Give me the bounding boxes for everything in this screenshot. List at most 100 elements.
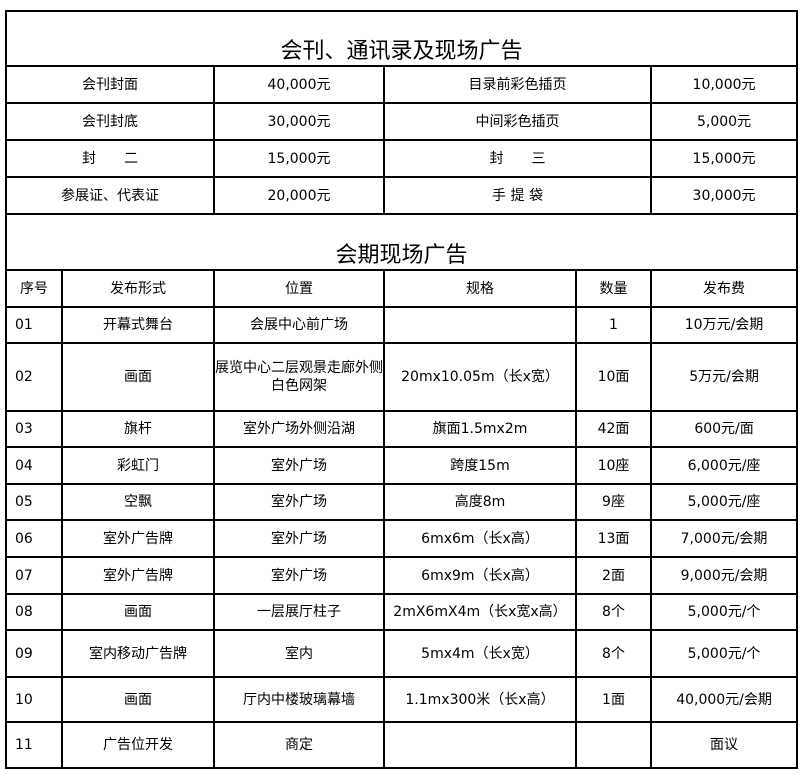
table-cell: 5,000元/座 (649, 483, 799, 521)
table-cell: 20mx10.05m（长x宽） (383, 342, 577, 412)
table-cell: 画面 (61, 593, 215, 631)
table-cell: 10座 (575, 446, 652, 485)
pricing-price: 15,000元 (649, 139, 799, 178)
table-cell: 展览中心二层观景走廊外侧白色网架 (213, 342, 385, 412)
table-cell: 8个 (575, 593, 652, 631)
table-cell: 室外广场 (213, 446, 385, 485)
pricing-price: 20,000元 (213, 176, 385, 215)
table-cell: 05 (5, 483, 63, 521)
pricing-price: 30,000元 (213, 102, 385, 141)
table-cell: 室外广告牌 (61, 556, 215, 595)
table-cell: 1.1mx300米（长x高） (383, 676, 577, 723)
pricing-item: 中间彩色插页 (383, 102, 652, 141)
pricing-price: 40,000元 (213, 65, 385, 104)
table-cell: 07 (5, 556, 63, 595)
table-cell: 广告位开发 (61, 721, 215, 769)
table-cell: 室内 (213, 629, 385, 678)
table-row: 10 画面 厅内中楼玻璃幕墙 1.1mx300米（长x高） 1面 40,000元/会期 (5, 676, 799, 723)
table-cell: 40,000元/会期 (649, 676, 799, 723)
table-cell: 6mx6m（长x高） (383, 519, 577, 558)
table-cell: 10面 (575, 342, 652, 412)
pricing-item: 封 三 (383, 139, 652, 178)
table-row: 11 广告位开发 商定 面议 (5, 721, 799, 769)
table-cell: 04 (5, 446, 63, 485)
column-header: 数量 (575, 269, 652, 308)
table-cell: 1 (575, 306, 652, 344)
table-cell: 06 (5, 519, 63, 558)
table-cell: 室外广场 (213, 519, 385, 558)
table-cell: 画面 (61, 342, 215, 412)
table-title: 会刊、通讯录及现场广告 (4, 10, 799, 67)
table-cell: 08 (5, 593, 63, 631)
pricing-item: 会刊封面 (5, 65, 215, 104)
table-cell: 03 (5, 410, 63, 448)
table-cell: 高度8m (383, 483, 577, 521)
table-cell: 10万元/会期 (649, 306, 799, 344)
table-cell: 6mx9m（长x高） (383, 556, 577, 595)
column-header: 位置 (213, 269, 385, 308)
table-cell: 5mx4m（长x宽） (383, 629, 577, 678)
pricing-row: 参展证、代表证 20,000元手 提 袋 30,000元 (5, 176, 799, 215)
table-cell: 10 (5, 676, 63, 723)
table-cell: 600元/面 (649, 410, 799, 448)
table-cell (383, 306, 577, 344)
table-cell: 2面 (575, 556, 652, 595)
column-header: 发布形式 (61, 269, 215, 308)
pricing-price: 5,000元 (649, 102, 799, 141)
table-cell: 旗面1.5mx2m (383, 410, 577, 448)
pricing-row: 封 二 15,000元封 三 15,000元 (5, 139, 799, 178)
table-cell: 厅内中楼玻璃幕墙 (213, 676, 385, 723)
table-cell: 6,000元/座 (649, 446, 799, 485)
table-cell: 1面 (575, 676, 652, 723)
table-row: 06 室外广告牌 室外广场 6mx6m（长x高） 13面 7,000元/会期 (5, 519, 799, 558)
table-cell: 开幕式舞台 (61, 306, 215, 344)
table-cell: 一层展厅柱子 (213, 593, 385, 631)
column-header: 规格 (383, 269, 577, 308)
pricing-item: 封 二 (5, 139, 215, 178)
table-cell: 室内移动广告牌 (61, 629, 215, 678)
pricing-item: 手 提 袋 (383, 176, 652, 215)
table-cell: 13面 (575, 519, 652, 558)
pricing-item: 会刊封底 (5, 102, 215, 141)
table-cell (575, 721, 652, 769)
table-cell (383, 721, 577, 769)
table-row: 07 室外广告牌 室外广场 6mx9m（长x高） 2面 9,000元/会期 (5, 556, 799, 595)
table-row: 02 画面 展览中心二层观景走廊外侧白色网架 20mx10.05m（长x宽） 10面 5万… (5, 342, 799, 412)
table-cell: 7,000元/会期 (649, 519, 799, 558)
pricing-price: 10,000元 (649, 65, 799, 104)
table-cell: 5,000元/个 (649, 629, 799, 678)
table-cell: 旗杆 (61, 410, 215, 448)
pricing-price: 15,000元 (213, 139, 385, 178)
table-cell: 室外广场 (213, 483, 385, 521)
table-cell: 室外广场外侧沿湖 (213, 410, 385, 448)
table-row: 09 室内移动广告牌 室内 5mx4m（长x宽） 8个 5,000元/个 (5, 629, 799, 678)
table-row: 03 旗杆 室外广场外侧沿湖 旗面1.5mx2m 42面 600元/面 (5, 410, 799, 448)
table-cell: 空飘 (61, 483, 215, 521)
table-cell: 02 (5, 342, 63, 412)
section-title: 会期现场广告 (4, 213, 799, 271)
pricing-item: 参展证、代表证 (5, 176, 215, 215)
pricing-row: 会刊封面 40,000元 目录前彩色插页 10,000元 (5, 65, 799, 104)
table-cell: 画面 (61, 676, 215, 723)
table-row: 01 开幕式舞台 会展中心前广场 1 10万元/会期 (5, 306, 799, 344)
table-cell: 商定 (213, 721, 385, 769)
table-row: 04 彩虹门 室外广场 跨度15m 10座 6,000元/座 (5, 446, 799, 485)
pricing-price: 30,000元 (649, 176, 799, 215)
table-cell: 8个 (575, 629, 652, 678)
column-header: 序号 (5, 269, 63, 308)
table-cell: 09 (5, 629, 63, 678)
table-row: 08 画面 一层展厅柱子 2mX6mX4m（长x宽x高） 8个 5,000元/个 (5, 593, 799, 631)
table-cell: 42面 (575, 410, 652, 448)
table-cell: 9座 (575, 483, 652, 521)
table-cell: 会展中心前广场 (213, 306, 385, 344)
table-cell: 室外广场 (213, 556, 385, 595)
table-cell: 5,000元/个 (649, 593, 799, 631)
table-cell: 2mX6mX4m（长x宽x高） (383, 593, 577, 631)
ad-pricing-table: 会刊、通讯录及现场广告 会刊封面 40,000元 目录前彩色插页 10,000元 会刊封… (4, 10, 799, 769)
table-cell: 面议 (649, 721, 799, 769)
pricing-item: 目录前彩色插页 (383, 65, 652, 104)
table-cell: 跨度15m (383, 446, 577, 485)
pricing-row: 会刊封底 30,000元 中间彩色插页 5,000元 (5, 102, 799, 141)
table-cell: 01 (5, 306, 63, 344)
table-cell: 彩虹门 (61, 446, 215, 485)
